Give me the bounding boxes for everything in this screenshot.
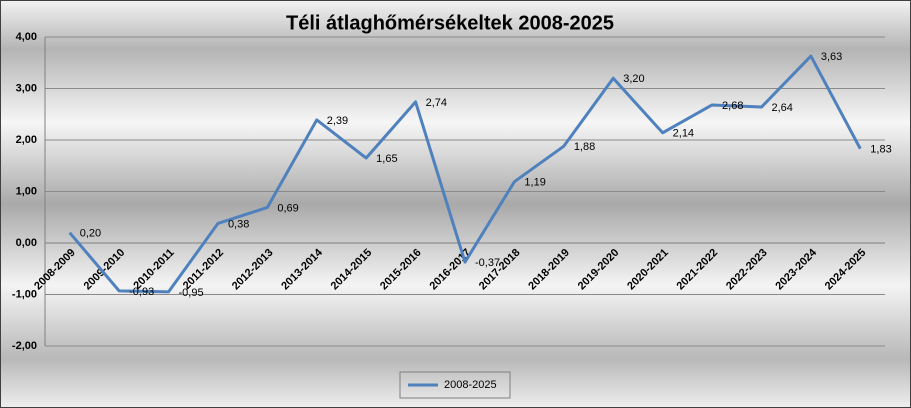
- data-label: 1,88: [574, 141, 595, 153]
- y-tick-label: 1,00: [16, 185, 37, 197]
- data-label: 1,65: [376, 153, 397, 165]
- y-tick-label: -1,00: [12, 288, 37, 300]
- data-label: 2,68: [722, 100, 743, 112]
- y-tick-label: 0,00: [16, 237, 37, 249]
- data-label: 2,39: [327, 115, 348, 127]
- data-label: 1,83: [870, 144, 891, 156]
- data-label: 0,69: [277, 202, 298, 214]
- data-label: 2,64: [771, 102, 792, 114]
- y-tick-label: 2,00: [16, 134, 37, 146]
- legend-box: [399, 371, 511, 399]
- data-label: 3,63: [821, 51, 842, 63]
- data-label: -0,93: [129, 286, 154, 298]
- legend-label: 2008-2025: [444, 379, 497, 391]
- data-label: 1,19: [524, 177, 545, 189]
- data-label: -0,95: [179, 287, 204, 299]
- y-tick-label: 4,00: [16, 31, 37, 43]
- data-label: 0,38: [228, 218, 249, 230]
- chart-title: Téli átlaghőmérsékeltek 2008-2025: [286, 12, 614, 34]
- data-label: -0,37: [475, 257, 500, 269]
- data-label: 0,20: [80, 228, 101, 240]
- y-tick-label: -2,00: [12, 340, 37, 352]
- data-label: 2,14: [673, 128, 694, 140]
- data-label: 3,20: [623, 73, 644, 85]
- y-tick-label: 3,00: [16, 82, 37, 94]
- data-line: [68, 54, 862, 294]
- data-label: 2,74: [426, 97, 447, 109]
